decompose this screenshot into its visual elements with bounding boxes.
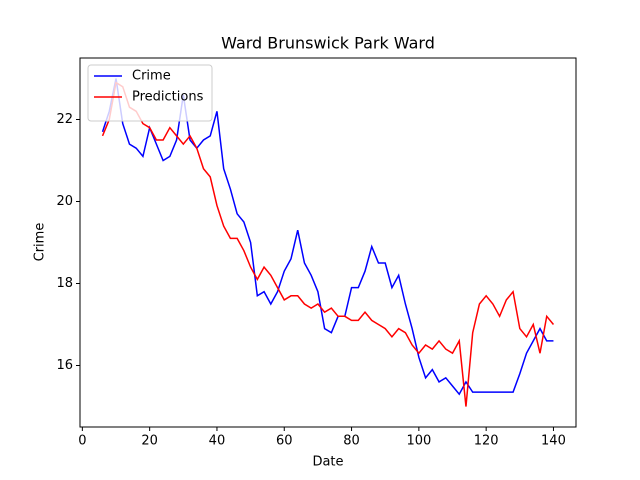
chart-title: Ward Brunswick Park Ward xyxy=(221,34,435,53)
axes-frame xyxy=(79,57,577,428)
y-tick-label: 18 xyxy=(56,276,73,291)
x-tick-label: 140 xyxy=(541,434,566,449)
x-tick-label: 60 xyxy=(276,434,293,449)
x-tick-label: 120 xyxy=(474,434,499,449)
x-tick-label: 20 xyxy=(141,434,158,449)
y-tick-label: 20 xyxy=(56,194,73,209)
legend-label: Crime xyxy=(132,69,171,84)
x-tick-label: 80 xyxy=(343,434,360,449)
data-line xyxy=(101,78,554,396)
y-axis-label: Crime xyxy=(33,223,48,262)
y-tick-label: 16 xyxy=(56,358,73,373)
legend-box xyxy=(87,64,213,122)
data-line xyxy=(101,81,555,407)
x-tick-label: 40 xyxy=(209,434,226,449)
y-tick-label: 22 xyxy=(56,112,73,127)
x-axis-label: Date xyxy=(312,455,343,470)
x-tick-label: 100 xyxy=(406,434,431,449)
x-tick-label: 0 xyxy=(78,434,86,449)
legend-label: Predictions xyxy=(132,90,204,105)
